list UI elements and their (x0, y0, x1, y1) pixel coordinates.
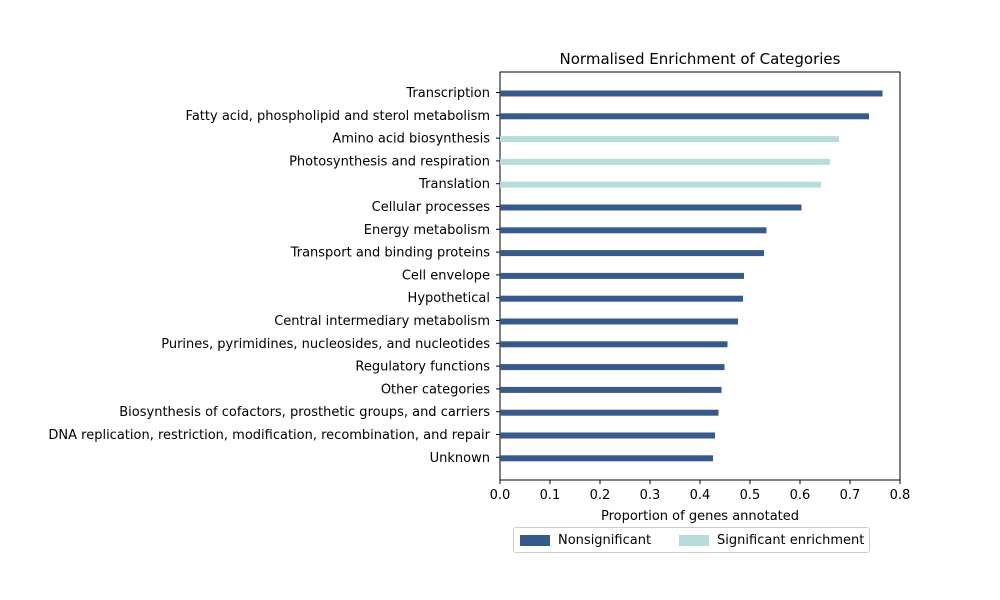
bar-5 (500, 204, 802, 211)
category-label-13: Other categories (381, 382, 490, 397)
x-tick-label-7: 0.7 (840, 488, 861, 503)
category-label-9: Hypothetical (408, 291, 490, 306)
category-label-2: Amino acid biosynthesis (332, 132, 490, 147)
bar-7 (500, 250, 764, 257)
bar-6 (500, 227, 767, 234)
bars-group (500, 90, 883, 462)
category-label-12: Regulatory functions (355, 360, 490, 375)
x-tick-label-2: 0.2 (590, 488, 611, 503)
bar-15 (500, 432, 715, 439)
x-tick-label-1: 0.1 (540, 488, 561, 503)
x-axis-label: Proportion of genes annotated (601, 509, 799, 524)
legend-swatch-nonsignificant (520, 534, 550, 546)
bar-16 (500, 455, 713, 462)
bar-12 (500, 364, 725, 371)
x-ticks-group: 0.0 0.1 0.2 0.3 0.4 0.5 0.6 0.7 0.8 (490, 480, 911, 503)
bar-13 (500, 386, 722, 393)
bar-4 (500, 181, 821, 188)
bar-8 (500, 272, 744, 279)
bar-2 (500, 136, 839, 143)
legend-item-nonsignificant: Nonsignificant (520, 533, 651, 548)
category-label-10: Central intermediary metabolism (274, 314, 490, 329)
bar-0 (500, 90, 883, 97)
category-label-0: Transcription (405, 86, 490, 101)
bar-1 (500, 113, 869, 120)
x-tick-label-5: 0.5 (740, 488, 761, 503)
x-tick-label-0: 0.0 (490, 488, 511, 503)
bar-10 (500, 318, 738, 325)
bar-11 (500, 341, 728, 348)
legend-swatch-significant (679, 534, 710, 546)
bar-14 (500, 409, 719, 416)
x-tick-label-4: 0.4 (690, 488, 711, 503)
x-tick-label-6: 0.6 (790, 488, 811, 503)
x-tick-label-3: 0.3 (640, 488, 661, 503)
category-labels-group: Transcription Fatty acid, phospholipid an… (48, 86, 500, 466)
category-label-7: Transport and binding proteins (290, 246, 491, 261)
chart-title: Normalised Enrichment of Categories (560, 50, 841, 68)
category-label-15: DNA replication, restriction, modificati… (48, 428, 490, 443)
category-label-3: Photosynthesis and respiration (289, 154, 490, 169)
legend-label-significant: Significant enrichment (717, 532, 865, 548)
category-label-1: Fatty acid, phospholipid and sterol meta… (186, 109, 490, 124)
category-label-11: Purines, pyrimidines, nucleosides, and n… (161, 337, 490, 352)
category-label-6: Energy metabolism (364, 223, 490, 238)
bar-3 (500, 158, 830, 165)
category-label-4: Translation (418, 177, 490, 192)
category-label-14: Biosynthesis of cofactors, prosthetic gr… (119, 405, 490, 420)
category-label-5: Cellular processes (372, 200, 491, 215)
legend: Nonsignificant Significant enrichment (513, 527, 871, 553)
x-tick-label-8: 0.8 (890, 488, 911, 503)
category-label-8: Cell envelope (402, 268, 490, 283)
category-label-16: Unknown (430, 451, 490, 466)
legend-label-nonsignificant: Nonsignificant (558, 532, 652, 548)
legend-item-significant: Significant enrichment (679, 533, 864, 548)
bar-9 (500, 295, 743, 302)
